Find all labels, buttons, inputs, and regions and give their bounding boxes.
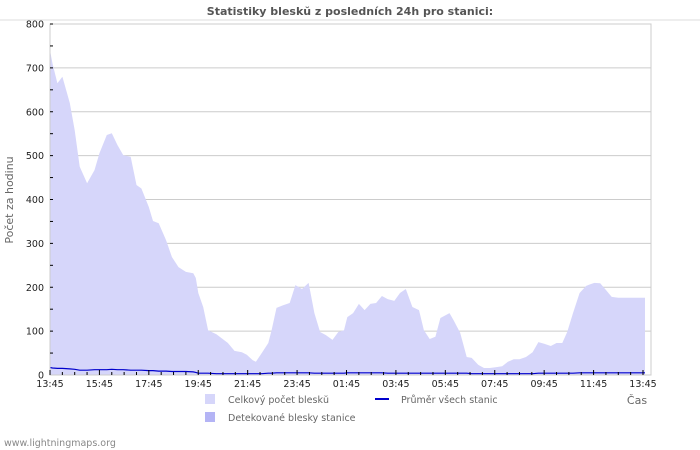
average-all-stations-line	[49, 366, 645, 375]
x-axis: 13:45 15:45 17:45 19:45 21:45 23:45 01:45 03:45…	[36, 370, 657, 390]
legend-label-detected: Detekované blesky stanice	[228, 413, 356, 424]
svg-text:13:45: 13:45	[629, 379, 656, 390]
svg-text:800: 800	[26, 20, 44, 31]
total-lightning-area	[50, 50, 645, 376]
svg-text:700: 700	[26, 63, 44, 74]
svg-text:17:45: 17:45	[135, 379, 162, 390]
legend-swatch-total	[205, 394, 215, 404]
svg-text:600: 600	[26, 107, 44, 118]
legend-label-average: Průměr všech stanic	[401, 395, 498, 406]
svg-text:09:45: 09:45	[530, 379, 557, 390]
svg-text:23:45: 23:45	[283, 379, 310, 390]
svg-text:03:45: 03:45	[382, 379, 409, 390]
svg-text:500: 500	[26, 151, 44, 162]
legend-swatch-detected	[205, 412, 215, 422]
y-axis-title: Počet za hodinu	[3, 156, 16, 243]
x-axis-title: Čas	[627, 394, 647, 407]
svg-text:300: 300	[26, 239, 44, 250]
legend-label-total: Celkový počet bleskŭ	[228, 395, 329, 406]
svg-text:0: 0	[38, 371, 44, 382]
chart-title: Statistiky bleskŭ z posledních 24h pro s…	[207, 5, 493, 18]
svg-text:11:45: 11:45	[580, 379, 607, 390]
svg-text:400: 400	[26, 195, 44, 206]
svg-text:13:45: 13:45	[36, 379, 63, 390]
svg-text:21:45: 21:45	[234, 379, 261, 390]
svg-text:01:45: 01:45	[333, 379, 360, 390]
y-axis: 0 100 200 300 400 500 600 700 800	[26, 20, 53, 382]
svg-text:07:45: 07:45	[481, 379, 508, 390]
legend: Celkový počet bleskŭ Průměr všech stanic…	[205, 394, 498, 424]
svg-text:15:45: 15:45	[86, 379, 113, 390]
svg-text:19:45: 19:45	[185, 379, 212, 390]
svg-text:100: 100	[26, 327, 44, 338]
svg-text:05:45: 05:45	[432, 379, 459, 390]
svg-text:200: 200	[26, 283, 44, 294]
footer-source: www.lightningmaps.org	[4, 438, 116, 449]
